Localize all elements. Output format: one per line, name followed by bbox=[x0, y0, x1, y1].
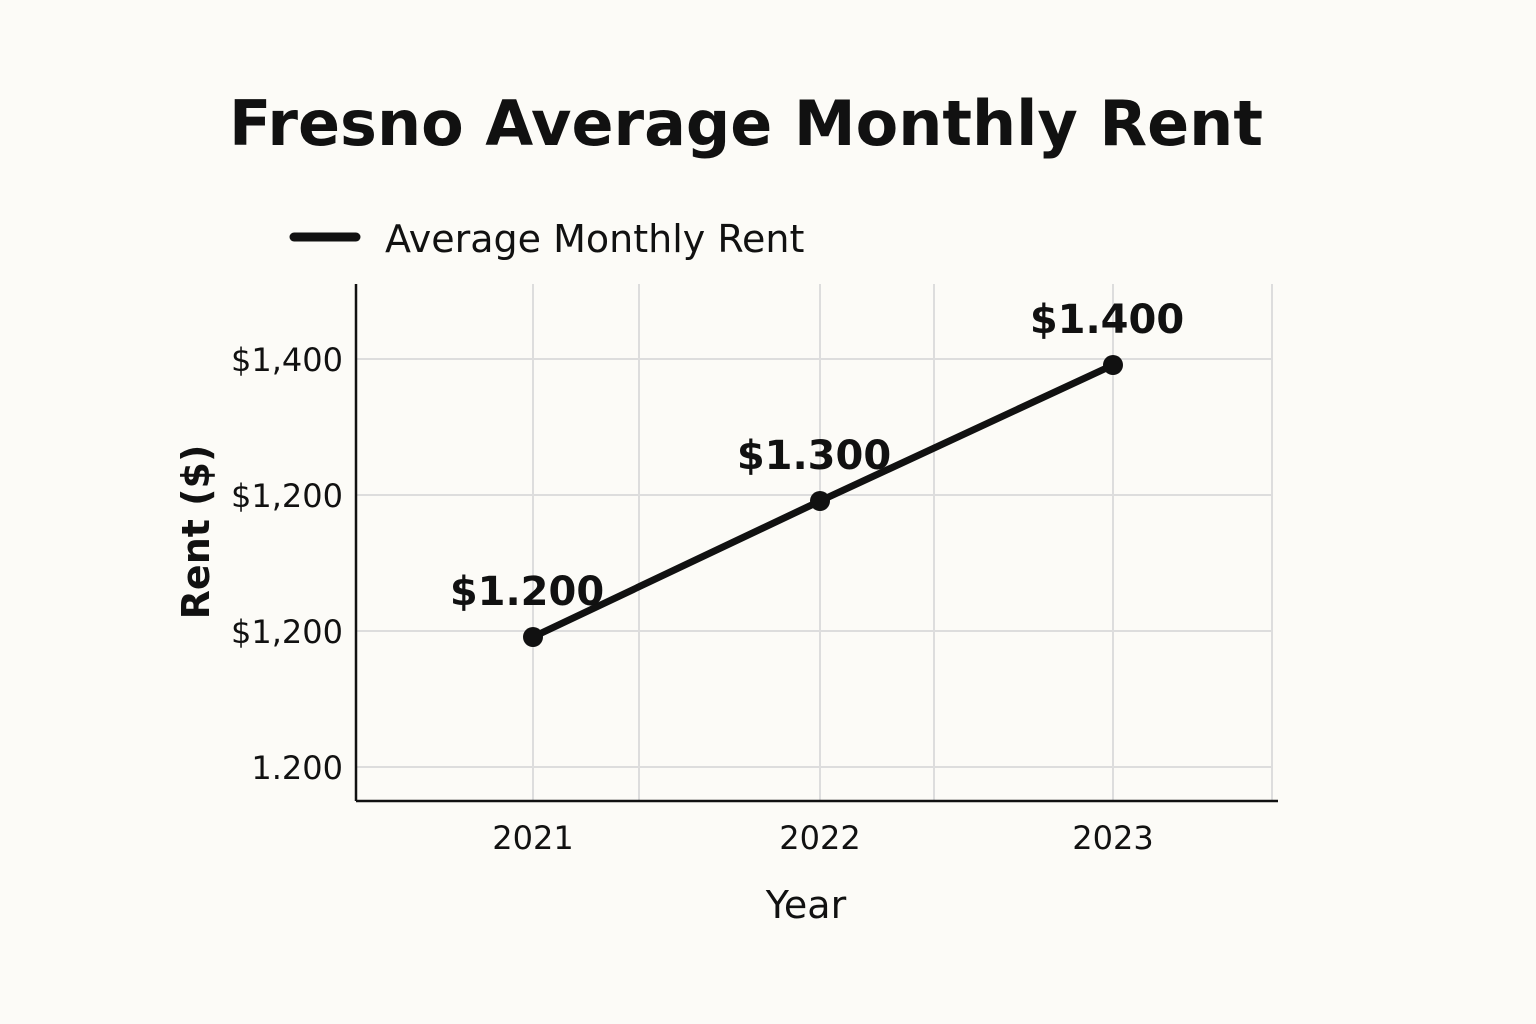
x-tick-label: 2021 bbox=[492, 819, 573, 857]
data-point bbox=[810, 491, 830, 511]
grid bbox=[356, 284, 1273, 801]
y-tick-label: 1.200 bbox=[251, 749, 343, 787]
data-label: $1.400 bbox=[1030, 297, 1184, 343]
y-tick-labels: 1.200 $1,200 $1,200 $1,400 bbox=[231, 341, 343, 787]
y-tick-label: $1,200 bbox=[231, 477, 343, 515]
x-axis-title: Year bbox=[765, 883, 847, 927]
data-point bbox=[523, 627, 543, 647]
x-tick-labels: 2021 2022 2023 bbox=[492, 819, 1153, 857]
y-axis-title: Rent ($) bbox=[174, 445, 218, 620]
y-tick-label: $1,400 bbox=[231, 341, 343, 379]
data-point bbox=[1103, 355, 1123, 375]
series-average-monthly-rent bbox=[523, 355, 1123, 647]
chart-title: Fresno Average Monthly Rent bbox=[229, 87, 1263, 160]
x-tick-label: 2022 bbox=[779, 819, 860, 857]
data-label: $1.300 bbox=[737, 433, 891, 479]
legend-label: Average Monthly Rent bbox=[385, 217, 804, 261]
x-tick-label: 2023 bbox=[1072, 819, 1153, 857]
y-tick-label: $1,200 bbox=[231, 613, 343, 651]
data-labels: $1.200 $1.300 $1.400 bbox=[450, 297, 1184, 615]
legend: Average Monthly Rent bbox=[289, 217, 804, 261]
data-label: $1.200 bbox=[450, 569, 604, 615]
